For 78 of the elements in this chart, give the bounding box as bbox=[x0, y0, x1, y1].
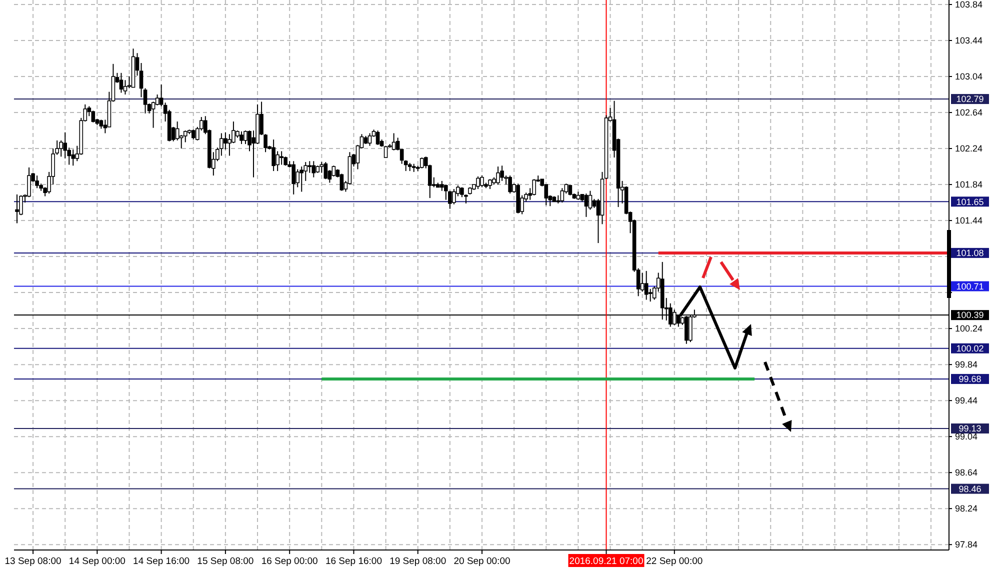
candlestick bbox=[420, 157, 424, 169]
candlestick bbox=[644, 270, 648, 300]
y-tick-label: 98.24 bbox=[955, 504, 978, 514]
candlestick bbox=[119, 72, 124, 94]
y-tick-label: 103.44 bbox=[955, 36, 983, 46]
candlestick bbox=[340, 173, 344, 192]
y-tick-label: 99.84 bbox=[955, 360, 978, 370]
candlestick bbox=[296, 168, 300, 188]
y-tick-label: 97.84 bbox=[955, 540, 978, 550]
candlestick bbox=[508, 175, 512, 194]
candlestick bbox=[452, 188, 456, 205]
candlestick bbox=[300, 166, 304, 192]
x-tick-label: 22 Sep 00:00 bbox=[646, 556, 703, 567]
ref-line-label: 100.39 bbox=[956, 310, 984, 320]
candlestick bbox=[15, 194, 19, 224]
candlestick bbox=[91, 110, 96, 123]
candlestick bbox=[560, 188, 564, 204]
candlestick bbox=[324, 162, 328, 180]
candlestick bbox=[191, 129, 196, 140]
x-tick-label: 20 Sep 00:00 bbox=[454, 556, 510, 567]
candlestick bbox=[588, 190, 592, 210]
candlestick bbox=[71, 148, 76, 166]
candlestick bbox=[488, 178, 492, 190]
candlestick bbox=[123, 80, 128, 96]
ref-line-label: 99.68 bbox=[958, 374, 982, 384]
y-tick-label: 103.04 bbox=[955, 72, 983, 82]
y-tick-label: 101.44 bbox=[955, 216, 983, 226]
x-tick-label: 2016.09.21 07:00 bbox=[569, 556, 644, 567]
y-tick-label: 98.64 bbox=[955, 468, 978, 478]
candlestick bbox=[532, 178, 536, 196]
y-tick-label: 99.44 bbox=[955, 396, 978, 406]
candlestick bbox=[276, 150, 280, 172]
candlestick bbox=[244, 130, 248, 145]
ref-line-label: 100.02 bbox=[956, 344, 984, 354]
candlestick bbox=[500, 165, 504, 182]
y-tick-label: 103.84 bbox=[955, 0, 983, 10]
ref-line-label: 100.71 bbox=[956, 281, 984, 292]
x-tick-label: 13 Sep 08:00 bbox=[4, 556, 62, 567]
y-tick-label: 99.04 bbox=[955, 432, 978, 442]
x-tick-label: 14 Sep 00:00 bbox=[68, 556, 126, 567]
candlestick bbox=[308, 160, 312, 174]
candlestick bbox=[392, 132, 396, 151]
candlestick bbox=[384, 145, 388, 158]
candlestick bbox=[292, 160, 296, 195]
candlestick bbox=[368, 132, 372, 146]
y-tick-label: 102.24 bbox=[955, 144, 983, 154]
candlestick bbox=[444, 184, 448, 200]
x-tick-label: 16 Sep 16:00 bbox=[325, 556, 382, 567]
candlestick bbox=[584, 193, 588, 218]
y-tick-label: 102.64 bbox=[955, 108, 983, 118]
x-tick-label: 19 Sep 08:00 bbox=[390, 556, 446, 567]
x-tick-label: 15 Sep 08:00 bbox=[197, 556, 254, 567]
candlestick bbox=[312, 160, 316, 178]
candlestick bbox=[272, 139, 276, 172]
candlestick bbox=[332, 165, 336, 177]
x-tick-label: 14 Sep 16:00 bbox=[133, 556, 190, 567]
candlestick bbox=[568, 184, 572, 196]
candlestick bbox=[476, 176, 480, 190]
ref-line-label: 101.08 bbox=[956, 248, 984, 258]
candlestick bbox=[640, 272, 644, 292]
y-tick-label: 100.24 bbox=[955, 324, 983, 334]
candlestick bbox=[240, 130, 244, 145]
candlestick bbox=[404, 160, 408, 172]
ref-line-label: 99.13 bbox=[958, 424, 982, 434]
candlestick bbox=[280, 150, 284, 166]
ref-line-label: 98.46 bbox=[958, 484, 982, 494]
ref-line-label: 102.79 bbox=[956, 94, 984, 104]
candlestick bbox=[99, 119, 104, 130]
candlestick bbox=[480, 175, 484, 188]
ref-line-label: 101.65 bbox=[956, 196, 984, 207]
candlestick bbox=[496, 166, 500, 186]
candlestick bbox=[35, 175, 39, 189]
candlestick bbox=[151, 101, 156, 128]
x-tick-label: 16 Sep 00:00 bbox=[261, 556, 318, 567]
candlestick bbox=[376, 130, 380, 146]
candlestick bbox=[676, 314, 680, 328]
y-tick-label: 101.84 bbox=[955, 180, 983, 190]
candlestick bbox=[672, 309, 676, 326]
